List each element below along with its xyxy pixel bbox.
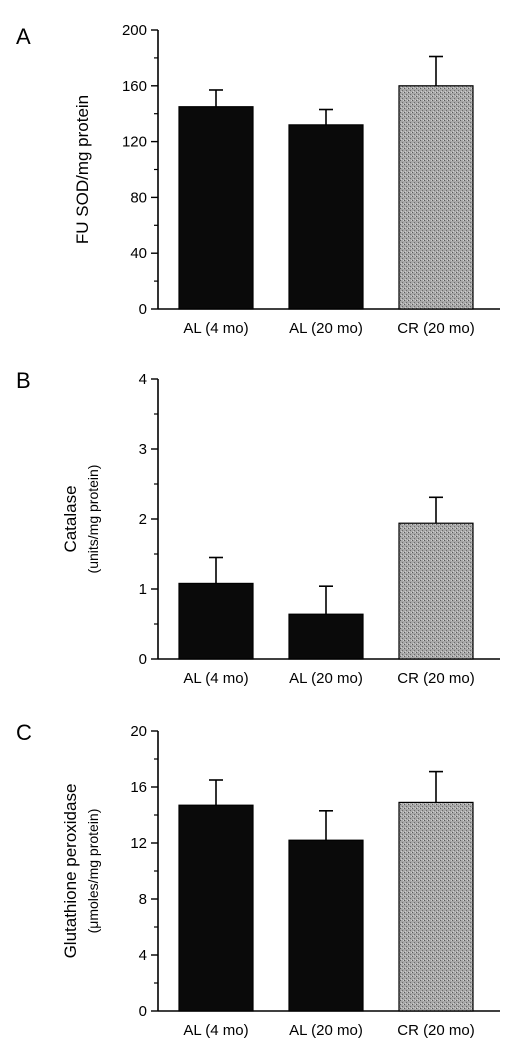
- y-axis-title: FU SOD/mg protein: [73, 95, 92, 244]
- y-tick-label: 160: [122, 78, 147, 95]
- bar: [178, 804, 254, 1012]
- y-tick-label: 80: [130, 189, 147, 206]
- y-axis-subtitle: (μmoles/mg protein): [85, 809, 101, 934]
- y-tick-label: 4: [139, 371, 147, 388]
- y-tick-label: 20: [130, 723, 147, 740]
- y-tick-label: 1: [139, 581, 147, 598]
- x-category-label: AL (20 mo): [289, 1022, 363, 1039]
- x-category-label: AL (4 mo): [183, 320, 248, 337]
- bar: [398, 801, 474, 1012]
- y-tick-label: 0: [139, 651, 147, 668]
- y-axis-title: Glutathione peroxidase: [61, 784, 80, 959]
- bar: [178, 106, 254, 310]
- bar: [288, 839, 364, 1012]
- bar: [288, 124, 364, 310]
- x-category-label: AL (20 mo): [289, 320, 363, 337]
- panel-letter-B: B: [16, 368, 31, 393]
- bar: [178, 582, 254, 660]
- bar: [398, 85, 474, 310]
- y-axis-title: Catalase: [61, 485, 80, 552]
- x-category-label: AL (4 mo): [183, 1022, 248, 1039]
- y-tick-label: 8: [139, 891, 147, 908]
- y-tick-label: 0: [139, 1003, 147, 1020]
- y-tick-label: 3: [139, 441, 147, 458]
- x-category-label: AL (4 mo): [183, 670, 248, 687]
- panel-letter-C: C: [16, 720, 32, 745]
- y-axis-subtitle: (units/mg protein): [85, 465, 101, 574]
- y-tick-label: 2: [139, 511, 147, 528]
- bar: [288, 613, 364, 660]
- x-category-label: CR (20 mo): [397, 1022, 475, 1039]
- x-category-label: CR (20 mo): [397, 670, 475, 687]
- y-tick-label: 16: [130, 779, 147, 796]
- y-tick-label: 0: [139, 301, 147, 318]
- y-tick-label: 120: [122, 134, 147, 151]
- y-tick-label: 4: [139, 947, 147, 964]
- y-tick-label: 40: [130, 245, 147, 262]
- y-tick-label: 12: [130, 835, 147, 852]
- x-category-label: CR (20 mo): [397, 320, 475, 337]
- bar: [398, 522, 474, 660]
- y-tick-label: 200: [122, 22, 147, 39]
- x-category-label: AL (20 mo): [289, 670, 363, 687]
- panel-letter-A: A: [16, 24, 31, 49]
